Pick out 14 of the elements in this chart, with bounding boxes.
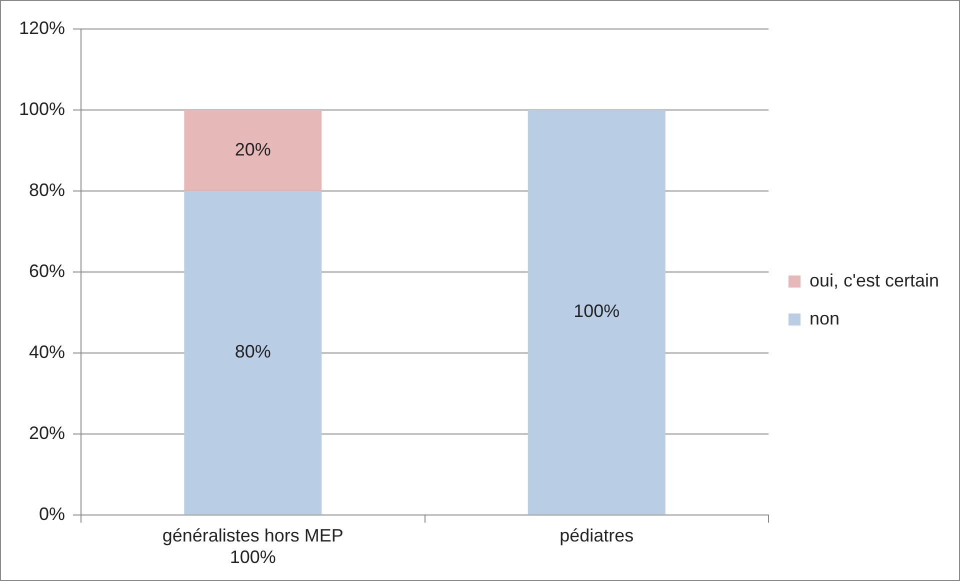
- legend-label: non: [810, 308, 840, 328]
- y-tick-label: 120%: [18, 18, 66, 38]
- data-label: 80%: [234, 342, 271, 362]
- legend-label: oui, c'est certain: [810, 270, 939, 290]
- y-tick-label: 60%: [29, 260, 66, 281]
- y-tick-label: 20%: [29, 422, 66, 443]
- y-tick-label: 80%: [29, 180, 66, 200]
- data-label: 100%: [574, 301, 620, 322]
- y-tick-label: 100%: [18, 98, 66, 119]
- data-label: 20%: [234, 139, 271, 160]
- x-tick-label: généralistes hors MEP 100%: [162, 526, 344, 568]
- x-tick-label: pédiatres: [560, 526, 634, 546]
- y-tick-label: 40%: [29, 342, 66, 362]
- y-tick-label: 0%: [39, 504, 66, 524]
